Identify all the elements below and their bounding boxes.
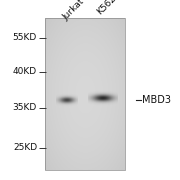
Text: 40KD: 40KD	[13, 68, 37, 76]
Text: Jurkat: Jurkat	[61, 0, 86, 22]
Text: K562: K562	[96, 0, 118, 16]
Text: 25KD: 25KD	[13, 143, 37, 152]
Text: MBD3: MBD3	[142, 95, 171, 105]
Bar	[45, 18, 125, 170]
Text: 35KD: 35KD	[13, 103, 37, 112]
Text: 55KD: 55KD	[13, 33, 37, 42]
